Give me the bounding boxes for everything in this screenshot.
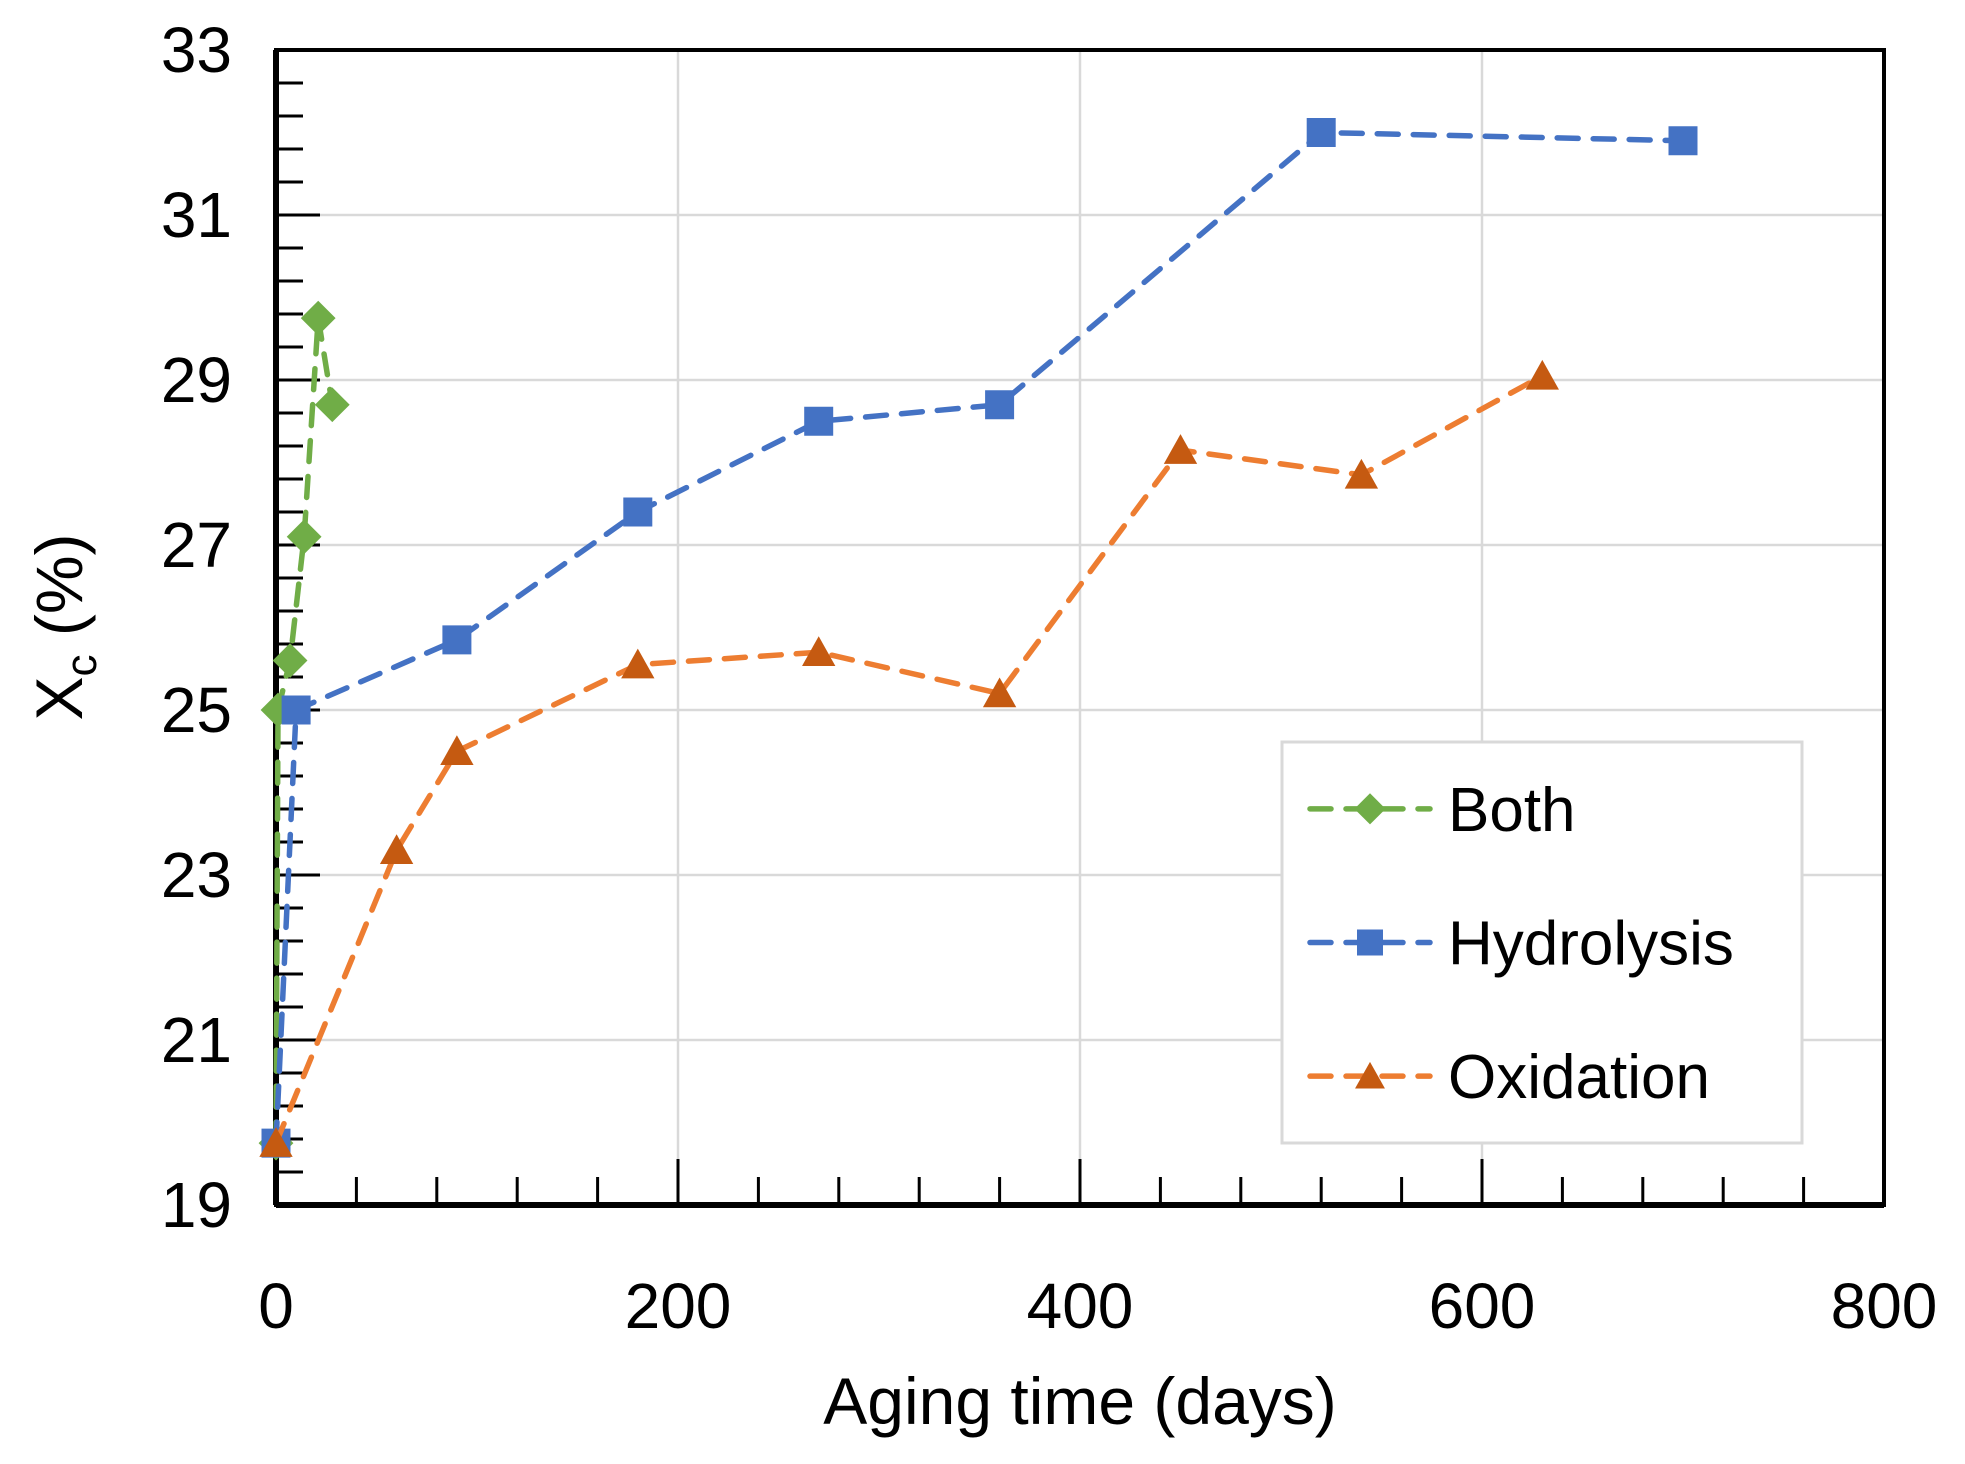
legend-item-oxidation: Oxidation (1307, 1043, 1710, 1112)
x-tick-label: 800 (1831, 1270, 1938, 1342)
legend-label: Hydrolysis (1448, 910, 1734, 979)
x-axis-title: Aging time (days) (823, 1364, 1337, 1438)
y-tick-label: 33 (161, 14, 232, 86)
legend: Both Hydrolysis Oxidation (1280, 740, 1804, 1145)
legend-item-both: Both (1307, 776, 1576, 845)
tick-labels: 19 21 23 25 27 29 31 33 0 200 400 600 800 (161, 14, 1938, 1342)
y-axis-title: Xc (%) (22, 533, 106, 720)
series-hydrolysis-line (273, 129, 1686, 1146)
y-tick-label: 23 (161, 839, 232, 911)
y-tick-label: 31 (161, 179, 232, 251)
y-tick-label: 25 (161, 674, 232, 746)
legend-label: Both (1448, 776, 1576, 845)
y-tick-label: 19 (161, 1169, 232, 1241)
y-tick-label: 21 (161, 1004, 232, 1076)
series-oxidation (259, 359, 1559, 1157)
legend-label: Oxidation (1448, 1043, 1710, 1112)
y-tick-label: 29 (161, 344, 232, 416)
legend-item-hydrolysis: Hydrolysis (1307, 910, 1734, 979)
x-tick-label: 200 (625, 1270, 732, 1342)
x-tick-label: 600 (1429, 1270, 1536, 1342)
x-tick-label: 0 (258, 1270, 294, 1342)
x-tick-label: 400 (1027, 1270, 1134, 1342)
y-tick-label: 27 (161, 509, 232, 581)
gridlines (276, 50, 1884, 1205)
